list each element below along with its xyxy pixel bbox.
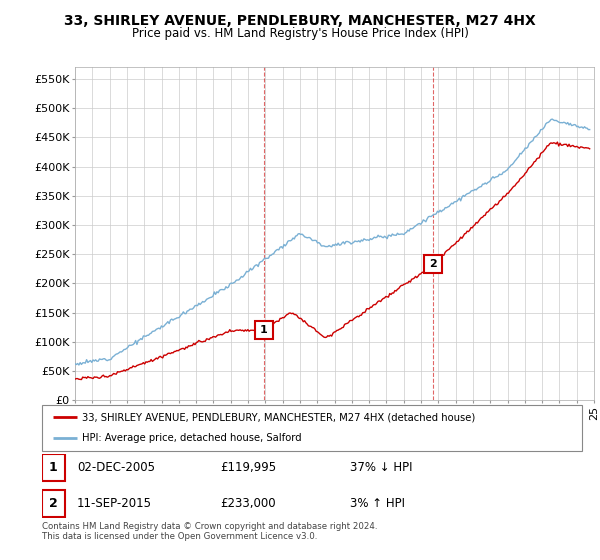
Text: £119,995: £119,995	[220, 461, 277, 474]
FancyBboxPatch shape	[42, 491, 65, 517]
Text: 1: 1	[49, 461, 58, 474]
Text: 2: 2	[429, 259, 437, 269]
Text: 3% ↑ HPI: 3% ↑ HPI	[350, 497, 405, 510]
Text: £233,000: £233,000	[220, 497, 276, 510]
Text: 33, SHIRLEY AVENUE, PENDLEBURY, MANCHESTER, M27 4HX (detached house): 33, SHIRLEY AVENUE, PENDLEBURY, MANCHEST…	[83, 412, 476, 422]
Text: 2: 2	[49, 497, 58, 510]
FancyBboxPatch shape	[42, 454, 65, 481]
Text: HPI: Average price, detached house, Salford: HPI: Average price, detached house, Salf…	[83, 433, 302, 444]
Text: Price paid vs. HM Land Registry's House Price Index (HPI): Price paid vs. HM Land Registry's House …	[131, 27, 469, 40]
FancyBboxPatch shape	[42, 405, 582, 451]
Text: 37% ↓ HPI: 37% ↓ HPI	[350, 461, 412, 474]
Text: Contains HM Land Registry data © Crown copyright and database right 2024.
This d: Contains HM Land Registry data © Crown c…	[42, 522, 377, 542]
Text: 33, SHIRLEY AVENUE, PENDLEBURY, MANCHESTER, M27 4HX: 33, SHIRLEY AVENUE, PENDLEBURY, MANCHEST…	[64, 14, 536, 28]
Text: 1: 1	[260, 325, 268, 335]
Text: 02-DEC-2005: 02-DEC-2005	[77, 461, 155, 474]
Text: 11-SEP-2015: 11-SEP-2015	[77, 497, 152, 510]
